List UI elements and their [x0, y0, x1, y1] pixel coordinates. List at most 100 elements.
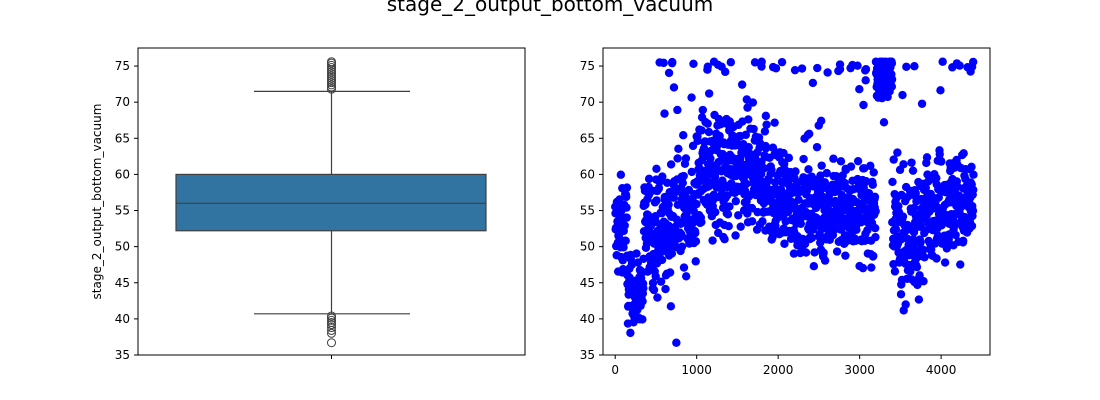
scatter-point — [770, 178, 780, 187]
scatter-point — [936, 86, 945, 95]
scatter-panel: 35 40 45 50 55 60 65 70 75 0 1000 2000 3000 4000 — [580, 47, 991, 377]
scatter-point — [817, 161, 826, 170]
scatter-point — [967, 162, 976, 172]
scatter-point — [731, 196, 741, 206]
outlier-point — [327, 71, 336, 81]
scatter-point — [823, 68, 832, 77]
scatter-point — [652, 196, 661, 205]
scatter-point — [660, 109, 669, 118]
scatter-point — [743, 103, 752, 112]
scatter-point — [691, 237, 701, 246]
scatter-point — [784, 206, 793, 215]
outlier-point — [327, 325, 336, 335]
scatter-point — [801, 248, 811, 257]
scatter-point — [822, 168, 832, 178]
outlier-point — [327, 328, 336, 338]
axes-frame — [602, 47, 991, 356]
y-tick-label: 40 — [580, 312, 595, 326]
outlier-point — [327, 82, 336, 92]
scatter-point — [963, 63, 972, 72]
scatter-point — [687, 167, 697, 177]
scatter-point — [659, 58, 668, 68]
scatter-point — [652, 164, 661, 174]
scatter-point — [704, 127, 714, 137]
scatter-point — [816, 116, 826, 126]
y-tick-label: 40 — [115, 312, 130, 326]
scatter-point — [667, 58, 677, 68]
scatter-point — [725, 202, 734, 211]
y-tick-label: 75 — [115, 59, 130, 73]
scatter-point — [643, 210, 653, 220]
scatter-point — [836, 157, 846, 166]
scatter-point — [780, 239, 789, 248]
scatter-point — [797, 64, 807, 73]
scatter-point — [669, 83, 679, 92]
scatter-point — [703, 62, 712, 71]
scatter-point — [708, 236, 717, 245]
scatter-point — [622, 183, 632, 192]
scatter-point — [902, 62, 911, 71]
scatter-point — [710, 172, 720, 181]
outlier-point — [327, 60, 336, 70]
scatter-point — [653, 293, 662, 302]
scatter-point — [667, 249, 677, 258]
scatter-point — [734, 211, 743, 220]
scatter-point — [706, 154, 715, 163]
scatter-point — [808, 78, 818, 88]
y-tick-label: 50 — [115, 240, 130, 254]
x-tick-label: 3000 — [844, 363, 875, 377]
outlier-point — [327, 76, 336, 86]
scatter-point — [771, 64, 781, 73]
scatter-point — [901, 300, 910, 309]
scatter-point — [887, 75, 897, 84]
scatter-point — [858, 263, 868, 273]
scatter-point — [724, 222, 733, 231]
scatter-point — [869, 168, 878, 177]
scatter-point — [665, 268, 675, 277]
scatter-point — [916, 238, 925, 247]
scatter-point — [871, 207, 880, 216]
scatter-point — [791, 167, 800, 176]
scatter-point — [748, 98, 758, 107]
scatter-point — [855, 85, 864, 94]
scatter-point — [794, 195, 803, 205]
scatter-point — [867, 263, 876, 272]
scatter-point — [852, 225, 861, 235]
x-tick-label: 0 — [611, 363, 619, 377]
scatter-point — [678, 178, 687, 188]
y-tick-label: 75 — [580, 59, 595, 73]
scatter-point — [619, 243, 628, 252]
scatter-point — [861, 177, 871, 186]
scatter-point — [969, 170, 978, 179]
scatter-point — [891, 224, 901, 234]
scatter-point — [664, 68, 674, 78]
outlier-point — [327, 315, 336, 325]
scatter-point — [757, 62, 766, 71]
scatter-point — [697, 217, 706, 227]
boxplot-panel: 35 40 45 50 55 60 65 70 75 stage_2_output_bottom_… — [90, 47, 526, 362]
scatter-point — [681, 154, 691, 163]
scatter-point — [693, 136, 702, 146]
scatter-point — [692, 199, 701, 209]
scatter-point — [664, 221, 674, 231]
scatter-point — [790, 65, 800, 75]
outlier-point — [327, 320, 336, 330]
scatter-point — [807, 233, 817, 243]
scatter-point — [799, 154, 808, 164]
scatter-point — [777, 57, 787, 67]
scatter-point — [679, 263, 689, 272]
scatter-point — [666, 160, 676, 169]
scatter-point — [620, 221, 629, 230]
scatter-point — [898, 212, 908, 221]
scatter-point — [779, 148, 788, 158]
scatter-point — [761, 143, 771, 153]
scatter-point — [770, 118, 779, 127]
scatter-point — [711, 207, 720, 217]
scatter-point — [869, 251, 878, 261]
scatter-point — [731, 231, 740, 240]
scatter-point — [639, 284, 648, 293]
scatter-point — [681, 272, 691, 281]
scatter-point — [776, 185, 786, 194]
scatter-point — [649, 285, 659, 295]
